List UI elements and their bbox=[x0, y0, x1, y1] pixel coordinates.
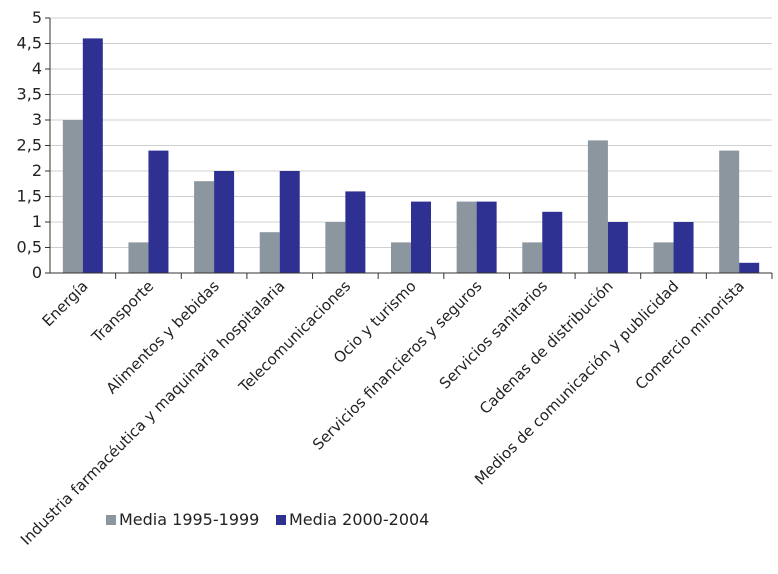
bar-series-1 bbox=[587, 140, 608, 273]
legend-swatch-series-2 bbox=[276, 515, 286, 525]
bar-series-1 bbox=[391, 242, 411, 273]
bar-series-2 bbox=[411, 201, 431, 273]
y-tick-label: 1 bbox=[32, 212, 42, 231]
bar-series-1 bbox=[194, 181, 215, 273]
bar-series-1 bbox=[456, 201, 477, 273]
bar-series-2 bbox=[476, 201, 497, 273]
bar-series-1 bbox=[522, 242, 543, 273]
bar-series-2 bbox=[542, 211, 563, 273]
x-category-label: Comercio minorista bbox=[632, 277, 748, 393]
bar-series-1 bbox=[653, 242, 674, 273]
legend-label-series-2: Media 2000-2004 bbox=[289, 510, 429, 529]
bar-series-1 bbox=[128, 242, 149, 273]
y-tick-label: 2,5 bbox=[17, 136, 42, 155]
bar-series-2 bbox=[739, 262, 760, 273]
y-tick-label: 2 bbox=[32, 161, 42, 180]
y-tick-label: 5 bbox=[32, 8, 42, 27]
x-category-label: Alimentos y bebidas bbox=[103, 277, 223, 397]
y-tick-label: 4,5 bbox=[17, 34, 42, 53]
y-tick-label: 1,5 bbox=[17, 187, 42, 206]
bar-series-2 bbox=[279, 171, 300, 273]
x-category-label: Cadenas de distribución bbox=[476, 277, 617, 418]
y-axis: 0 0,5 1 1,5 2 2,5 3 3,5 4 4,5 5 bbox=[17, 8, 51, 282]
bars bbox=[62, 38, 760, 274]
y-tick-label: 3,5 bbox=[17, 85, 42, 104]
y-tick-label: 0,5 bbox=[17, 238, 42, 257]
y-tick-label: 0 bbox=[32, 263, 42, 282]
bar-series-2 bbox=[148, 150, 169, 273]
bar-series-2 bbox=[673, 222, 694, 273]
legend: Media 1995-1999 Media 2000-2004 bbox=[106, 510, 429, 529]
bar-series-2 bbox=[214, 171, 235, 273]
bar-series-1 bbox=[325, 222, 346, 273]
x-category-label: Energía bbox=[39, 277, 92, 330]
y-tick-label: 3 bbox=[32, 110, 42, 129]
bar-series-2 bbox=[82, 38, 103, 274]
x-category-label: Servicios sanitarios bbox=[436, 277, 552, 393]
legend-swatch-series-1 bbox=[106, 515, 116, 525]
legend-label-series-1: Media 1995-1999 bbox=[119, 510, 259, 529]
bar-series-1 bbox=[719, 150, 740, 273]
x-category-label: Telecomunicaciones bbox=[235, 277, 355, 397]
bar-series-1 bbox=[259, 232, 280, 273]
gridlines bbox=[50, 17, 772, 248]
x-category-label: Transporte bbox=[88, 277, 158, 347]
bar-series-2 bbox=[345, 191, 366, 273]
bar-series-1 bbox=[62, 120, 83, 273]
y-tick-label: 4 bbox=[32, 59, 42, 78]
bar-series-2 bbox=[607, 222, 628, 273]
